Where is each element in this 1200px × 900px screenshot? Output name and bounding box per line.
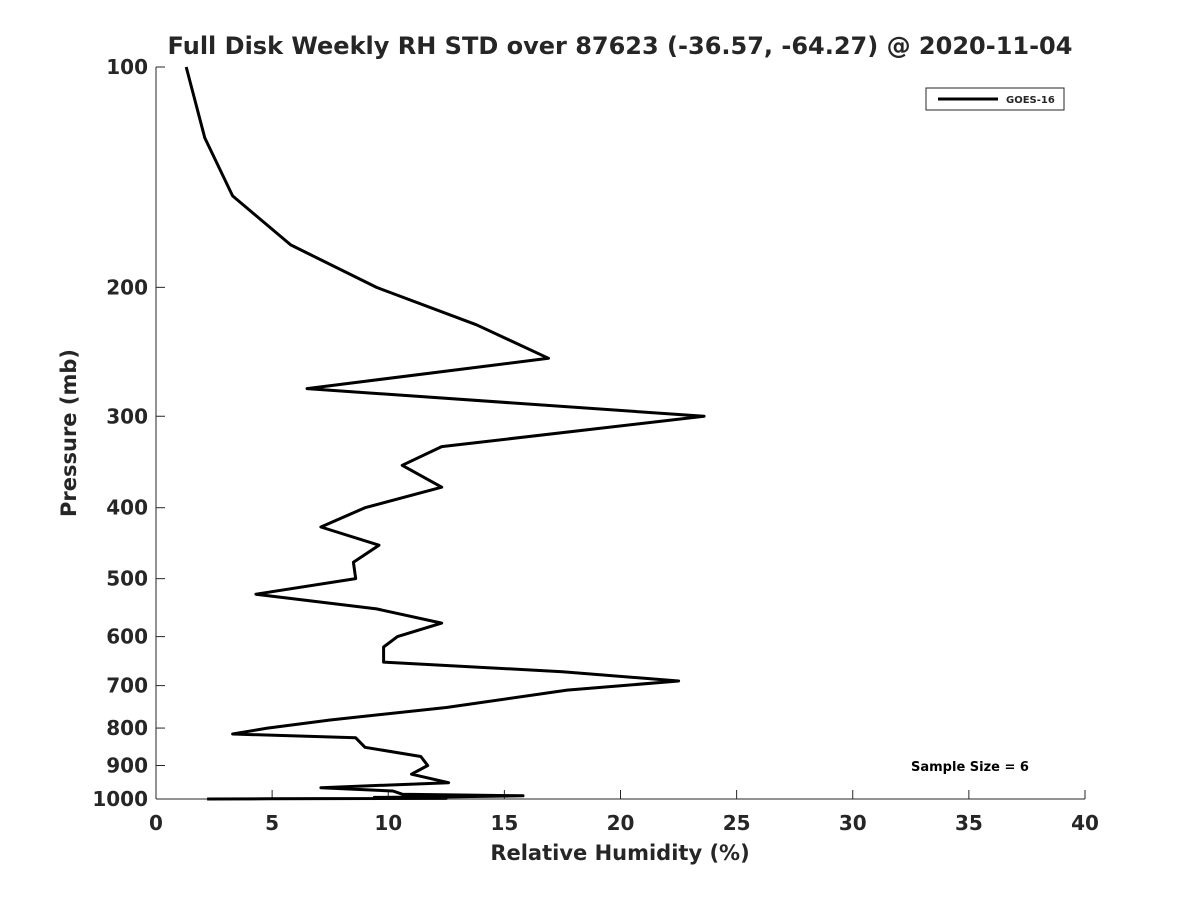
- legend: GOES-16: [925, 87, 1065, 111]
- x-tick-label: 20: [607, 811, 635, 835]
- y-tick-label: 800: [106, 716, 148, 740]
- legend-entry-goes-16: GOES-16: [1006, 95, 1055, 106]
- y-tick-label: 600: [106, 625, 148, 649]
- y-tick-label: 1000: [92, 787, 148, 811]
- x-tick-label: 10: [374, 811, 402, 835]
- x-tick-label: 30: [839, 811, 867, 835]
- series-line-goes-16: [184, 66, 706, 801]
- y-tick-label: 400: [106, 496, 148, 520]
- y-tick-label: 900: [106, 754, 148, 778]
- x-tick-label: 5: [265, 811, 279, 835]
- y-tick-label: 300: [106, 404, 148, 428]
- y-tick-label: 200: [106, 275, 148, 299]
- x-tick-label: 0: [149, 811, 163, 835]
- y-tick-label: 700: [106, 674, 148, 698]
- y-tick-label: 500: [106, 567, 148, 591]
- plot-area: [156, 67, 1085, 799]
- y-axis-label: Pressure (mb): [57, 349, 81, 517]
- y-tick-label: 100: [106, 55, 148, 79]
- x-axis-label: Relative Humidity (%): [490, 841, 749, 865]
- x-axis: 0 5 10 15 20 25 30 35 40: [149, 790, 1099, 835]
- x-tick-label: 40: [1071, 811, 1099, 835]
- x-tick-label: 15: [490, 811, 518, 835]
- x-tick-label: 25: [723, 811, 751, 835]
- sample-size-annotation: Sample Size = 6: [911, 760, 1029, 775]
- x-tick-label: 35: [955, 811, 983, 835]
- chart-title: Full Disk Weekly RH STD over 87623 (-36.…: [168, 32, 1073, 60]
- y-axis: 100 200 300 400 500 600 700 800 900 1000: [92, 55, 165, 811]
